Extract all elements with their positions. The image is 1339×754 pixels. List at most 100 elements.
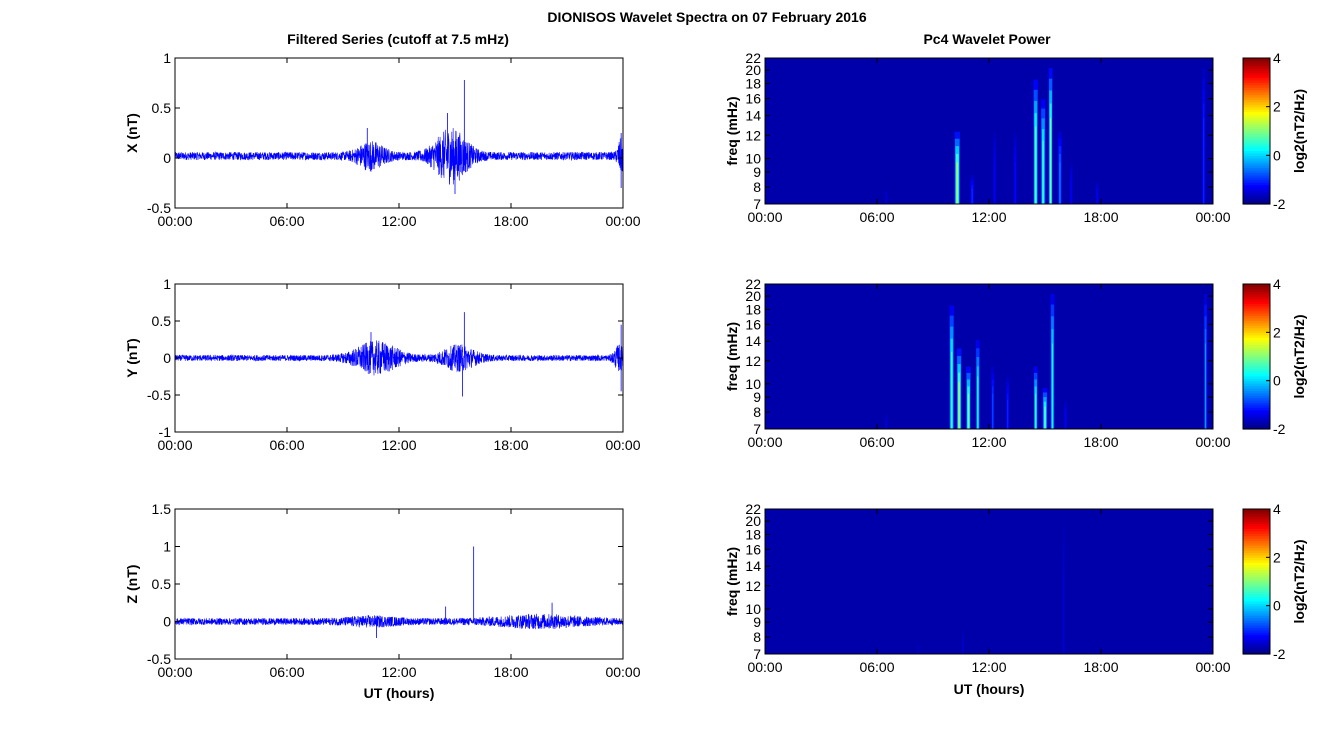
colorbar-swatch: [1243, 116, 1270, 120]
colorbar-swatch: [1243, 322, 1270, 326]
colorbar: -2 0 2 4 log2(nT2/Hz): [1242, 276, 1307, 437]
colorbar-swatch: [1243, 366, 1270, 370]
colorbar-swatch: [1243, 383, 1270, 387]
spectrum-background: [765, 284, 1213, 429]
colorbar-swatch: [1243, 96, 1270, 100]
y-tick-label: 18: [745, 301, 761, 317]
colorbar-swatch: [1243, 87, 1270, 91]
colorbar-tick-label: -2: [1273, 646, 1286, 662]
colorbar-swatch: [1243, 363, 1270, 367]
y-axis-label: freq (mHz): [724, 322, 740, 391]
colorbar-swatch: [1243, 525, 1270, 529]
spectrum-streak-layer: [1035, 393, 1037, 429]
y-tick-label: 22: [745, 50, 761, 66]
y-tick-label: 14: [745, 333, 761, 349]
left-column-title: Filtered Series (cutoff at 7.5 mHz): [287, 31, 509, 47]
x-tick-label: 18:00: [1083, 434, 1118, 450]
colorbar-swatch: [1243, 612, 1270, 616]
colorbar-swatch: [1243, 634, 1270, 638]
colorbar-swatch: [1243, 574, 1270, 578]
colorbar-swatch: [1243, 284, 1270, 288]
x-tick-label: 00:00: [747, 659, 782, 675]
colorbar-swatch: [1243, 101, 1270, 105]
colorbar-swatch: [1243, 199, 1270, 203]
colorbar-swatch: [1243, 644, 1270, 648]
colorbar-swatch: [1243, 313, 1270, 317]
colorbar-swatch: [1243, 123, 1270, 127]
colorbar-swatch: [1243, 150, 1270, 154]
plot-frame: [174, 57, 624, 209]
y-tick-label: 20: [745, 62, 761, 78]
colorbar-swatch: [1243, 92, 1270, 96]
spectrum-streak-layer: [971, 188, 973, 204]
colorbar-swatch: [1243, 608, 1270, 612]
x-tick-label: 00:00: [747, 209, 782, 225]
colorbar-swatch: [1243, 542, 1270, 546]
y-tick-label: -0.5: [147, 651, 171, 667]
x-tick-label: 00:00: [605, 437, 640, 453]
x-tick-label: 12:00: [381, 437, 416, 453]
figure-title: DIONISOS Wavelet Spectra on 07 February …: [547, 9, 866, 25]
y-axis-label: Z (nT): [124, 565, 140, 604]
y-tick-label: 0.5: [152, 576, 172, 592]
colorbar-swatch: [1243, 641, 1270, 645]
colorbar-swatch: [1243, 596, 1270, 600]
plot-frame: [174, 508, 624, 660]
colorbar-swatch: [1243, 182, 1270, 186]
x-tick-label: 00:00: [1195, 434, 1230, 450]
colorbar-swatch: [1243, 424, 1270, 428]
x-tick-label: 00:00: [1195, 209, 1230, 225]
colorbar-swatch: [1243, 646, 1270, 650]
colorbar-swatch: [1243, 528, 1270, 532]
spectrum-streak: [1048, 58, 1053, 204]
colorbar-swatch: [1243, 99, 1270, 103]
y-tick-label: 12: [745, 578, 761, 594]
colorbar-swatch: [1243, 152, 1270, 156]
colorbar-swatch: [1243, 65, 1270, 69]
colorbar-swatch: [1243, 160, 1270, 164]
spectrum-streak-layer: [958, 381, 960, 429]
colorbar-swatch: [1243, 320, 1270, 324]
colorbar-swatch: [1243, 547, 1270, 551]
colorbar-swatch: [1243, 591, 1270, 595]
colorbar-swatch: [1243, 334, 1270, 338]
x-tick-label: 06:00: [859, 434, 894, 450]
y-tick-label: 7: [753, 646, 761, 662]
colorbar-swatch: [1243, 106, 1270, 110]
x-tick-label: 00:00: [157, 664, 192, 680]
spectrum-streak-layer: [962, 642, 964, 654]
y-tick-label: -0.5: [147, 200, 171, 216]
y-tick-label: 20: [745, 513, 761, 529]
colorbar-swatch: [1243, 288, 1270, 292]
x-tick-label: 00:00: [605, 213, 640, 229]
colorbar-frame: [1242, 283, 1271, 430]
colorbar-swatch: [1243, 371, 1270, 375]
colorbar-swatch: [1243, 380, 1270, 384]
x-axis-label: UT (hours): [954, 681, 1025, 697]
colorbar-swatch: [1243, 172, 1270, 176]
spectrum-streak-layer: [1065, 413, 1067, 429]
spectrum-streak: [1095, 179, 1100, 204]
colorbar-swatch: [1243, 588, 1270, 592]
x-tick-label: 00:00: [1195, 659, 1230, 675]
colorbar-swatch: [1243, 94, 1270, 98]
x-tick-label: 06:00: [859, 209, 894, 225]
spectrum-streak: [1040, 90, 1046, 204]
y-tick-label: 8: [753, 629, 761, 645]
colorbar-swatch: [1243, 586, 1270, 590]
spectrum-background: [765, 509, 1213, 654]
x-tick-label: 18:00: [493, 664, 528, 680]
spectrum-streak: [1005, 371, 1010, 429]
colorbar-swatch: [1243, 62, 1270, 66]
colorbar-swatch: [1243, 351, 1270, 355]
colorbar-swatch: [1243, 325, 1270, 329]
colorbar-swatch: [1243, 358, 1270, 362]
colorbar-swatch: [1243, 627, 1270, 631]
colorbar-swatch: [1243, 552, 1270, 556]
y-axis-label: freq (mHz): [724, 96, 740, 165]
y-tick-label: 10: [745, 151, 761, 167]
y-axis-label: freq (mHz): [724, 547, 740, 616]
colorbar-frame: [1242, 57, 1271, 205]
y-tick-label: 9: [753, 389, 761, 405]
colorbar-swatch: [1243, 293, 1270, 297]
